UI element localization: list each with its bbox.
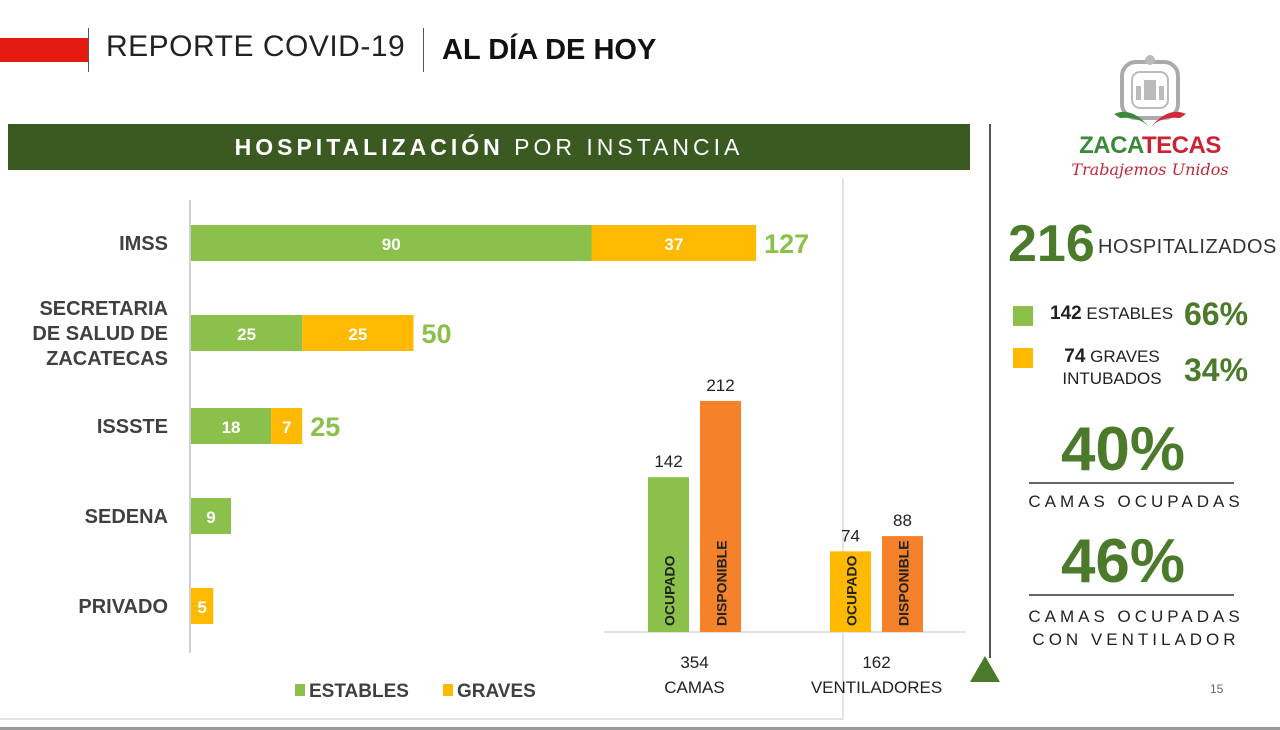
bar-inner-label: DISPONIBLE: [896, 540, 912, 626]
estables-percent: 66%: [1184, 296, 1249, 332]
graves-percent: 34%: [1184, 352, 1249, 388]
estables-count: 142: [1050, 303, 1082, 324]
logo-wordmark: ZACATECAS: [1070, 132, 1230, 160]
red-accent-bar: [0, 38, 88, 62]
camas-ocupadas-percent: 40%: [1060, 415, 1186, 484]
category-label: ZACATECAS: [46, 348, 168, 370]
title-divider: [88, 28, 89, 72]
ventilador-percent: 46%: [1060, 527, 1186, 596]
graves-count: 74: [1064, 346, 1086, 367]
section-header: HOSPITALIZACIÓN POR INSTANCIA: [8, 124, 970, 170]
vertical-divider: [989, 124, 991, 658]
bar-value-label: 212: [706, 376, 734, 395]
bar-estables: [191, 315, 303, 351]
bar-graves: [191, 588, 214, 624]
bar-ocupado: [830, 551, 871, 632]
bar-value-label: 37: [664, 235, 683, 254]
bar-value-label: 74: [841, 526, 860, 545]
bar-graves: [591, 225, 757, 261]
bar-disponible: [882, 536, 923, 632]
page-title: REPORTE COVID-19: [106, 30, 406, 63]
group-label: CAMAS: [664, 678, 724, 697]
bar-inner-label: OCUPADO: [662, 555, 678, 626]
logo-tagline: Trabajemos Unidos: [1071, 160, 1229, 179]
graves-label: GRAVES: [1085, 347, 1160, 366]
total-label: 50: [422, 319, 452, 349]
divider-line: [1029, 482, 1234, 484]
group-label: VENTILADORES: [811, 678, 942, 697]
legend-label: ESTABLES: [309, 681, 409, 702]
bar-value-label: 5: [197, 598, 206, 617]
bar-graves: [302, 315, 414, 351]
graves-swatch-icon: [1013, 348, 1033, 368]
ventilador-label: CAMAS OCUPADAS CON VENTILADOR: [1000, 605, 1272, 651]
total-label: 25: [310, 412, 340, 442]
legend-swatch-estables: [295, 684, 305, 696]
bar-value-label: 25: [237, 325, 256, 344]
graves-stat: 74 GRAVES INTUBADOS: [1050, 346, 1174, 390]
bar-inner-label: OCUPADO: [844, 555, 860, 626]
bar-estables: [191, 408, 272, 444]
estables-swatch-icon: [1013, 306, 1033, 326]
bar-value-label: 25: [348, 325, 367, 344]
bar-value-label: 88: [893, 511, 912, 530]
bar-ocupado: [648, 477, 689, 632]
bar-estables: [191, 498, 232, 534]
bar-value-label: 9: [206, 508, 215, 527]
section-title-bold: HOSPITALIZACIÓN: [234, 134, 504, 160]
bar-value-label: 18: [222, 418, 241, 437]
camas-ocupadas-label: CAMAS OCUPADAS: [1028, 492, 1244, 511]
total-hospitalized-label: HOSPITALIZADOS: [1098, 236, 1277, 258]
chart-frame: [0, 178, 844, 720]
category-label: SECRETARIA: [39, 298, 168, 320]
page-subtitle: AL DÍA DE HOY: [442, 34, 657, 66]
section-title-rest: POR INSTANCIA: [503, 134, 744, 160]
divider-line: [1029, 594, 1234, 596]
category-label: SEDENA: [85, 506, 168, 528]
estables-stat: 142 ESTABLES: [1050, 303, 1173, 325]
bar-value-label: 142: [654, 452, 682, 471]
group-total: 354: [680, 653, 708, 672]
category-label: ISSSTE: [97, 416, 168, 438]
title-divider: [423, 28, 424, 72]
bar-inner-label: DISPONIBLE: [714, 540, 730, 626]
bar-value-label: 7: [282, 418, 291, 437]
logo-name-red: TECAS: [1142, 132, 1221, 159]
total-label: 127: [764, 229, 809, 259]
category-label: IMSS: [119, 233, 168, 255]
bar-disponible: [700, 400, 741, 632]
hospitalization-bar-chart: IMSS 90 37 127 SECRETARIA DE SALUD DE ZACATECA…: [32, 200, 809, 702]
total-hospitalized-value: 216: [1008, 215, 1095, 273]
bottom-border: [0, 727, 1280, 730]
logo-name-green: ZACA: [1079, 132, 1143, 159]
graves-label-2: INTUBADOS: [1062, 369, 1162, 388]
estables-label: ESTABLES: [1081, 304, 1174, 323]
ventilador-label-2: CON VENTILADOR: [1032, 630, 1240, 649]
bar-graves: [271, 408, 303, 444]
bar-estables: [191, 225, 592, 261]
triangle-marker-icon: [970, 656, 1000, 682]
zacatecas-logo: ZACATECAS Trabajemos Unidos: [1070, 52, 1230, 187]
legend-swatch-graves: [443, 684, 453, 696]
category-label: DE SALUD DE: [32, 323, 168, 345]
group-total: 162: [862, 653, 890, 672]
page-number: 15: [1210, 682, 1224, 696]
coat-of-arms-icon: [1114, 55, 1186, 128]
legend-label: GRAVES: [457, 681, 536, 702]
bar-value-label: 90: [382, 235, 401, 254]
category-label: PRIVADO: [78, 596, 168, 618]
ventilador-label-1: CAMAS OCUPADAS: [1028, 607, 1244, 626]
beds-ventilators-bar-chart: 142 OCUPADO 212 DISPONIBLE 354 CAMAS 74 OCUPADO…: [604, 376, 966, 697]
